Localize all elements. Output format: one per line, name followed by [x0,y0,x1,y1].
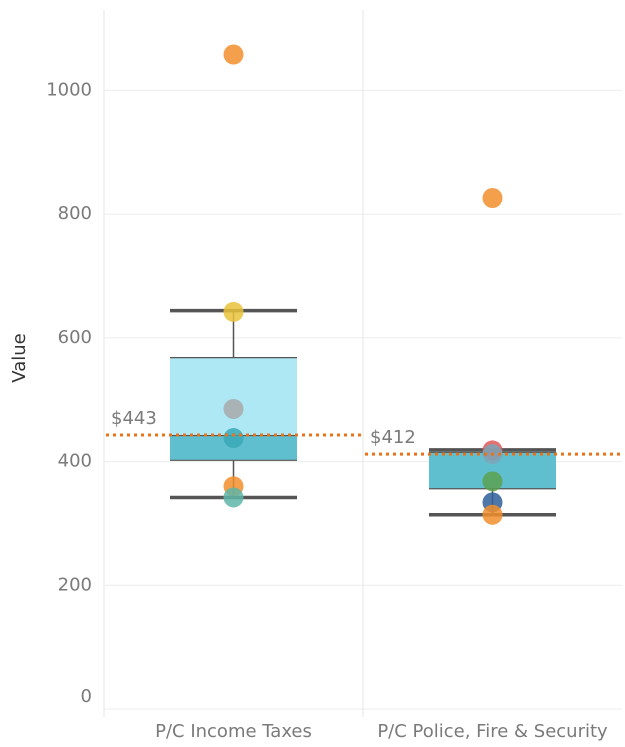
data-point [223,487,244,508]
data-point [223,428,244,449]
y-tick-label: 200 [58,574,92,595]
y-axis-label: Value [9,333,30,382]
box-upper [170,357,297,436]
y-tick-label: 400 [58,451,92,472]
mean-label: $412 [370,427,416,448]
y-tick-label: 600 [58,327,92,348]
data-point [482,471,503,492]
y-tick-label: 1000 [46,79,92,100]
data-point [482,188,503,209]
y-tick-label: 800 [58,203,92,224]
mean-label: $443 [111,408,157,429]
data-point [482,504,503,525]
data-point [223,398,244,419]
x-tick-label: P/C Income Taxes [155,721,312,742]
x-tick-label: P/C Police, Fire & Security [377,721,608,742]
y-tick-label: 0 [81,686,92,707]
data-point [223,44,244,65]
data-point [223,301,244,322]
